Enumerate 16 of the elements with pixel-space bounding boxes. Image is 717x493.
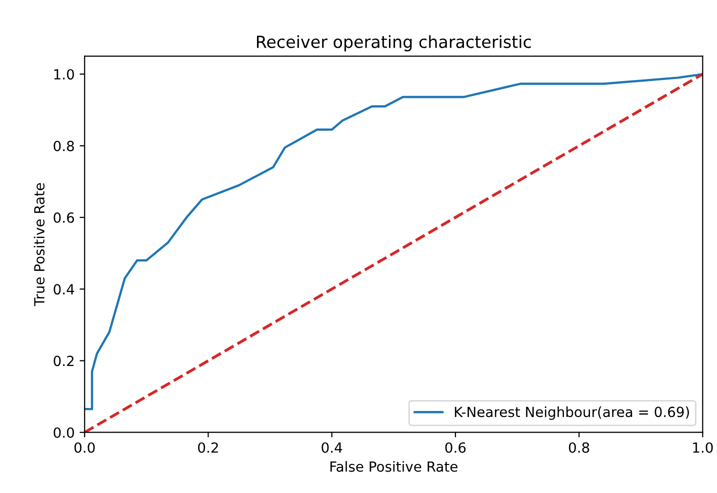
x-tick-label: 0.4 [322,442,342,453]
y-axis-title: True Positive Rate [34,183,45,306]
x-tick-label: 1.0 [693,442,713,453]
legend-label: K-Nearest Neighbour(area = 0.69) [454,406,689,420]
x-tick-label: 0.8 [568,442,590,453]
y-tick-label: 1.0 [54,69,74,80]
x-tick-label: 0.6 [445,442,466,453]
y-tick-label: 0.8 [54,140,74,152]
y-tick-label: 0.2 [54,356,74,366]
y-tick-label: 0.0 [54,427,74,438]
x-tick-label: 0.0 [74,442,95,453]
x-axis-title: False Positive Rate [330,461,458,472]
y-tick-label: 0.6 [54,212,74,223]
y-tick-label: 0.4 [54,284,74,295]
x-tick-label: 0.2 [198,442,218,453]
chart-title: Receiver operating characteristic [256,35,531,52]
